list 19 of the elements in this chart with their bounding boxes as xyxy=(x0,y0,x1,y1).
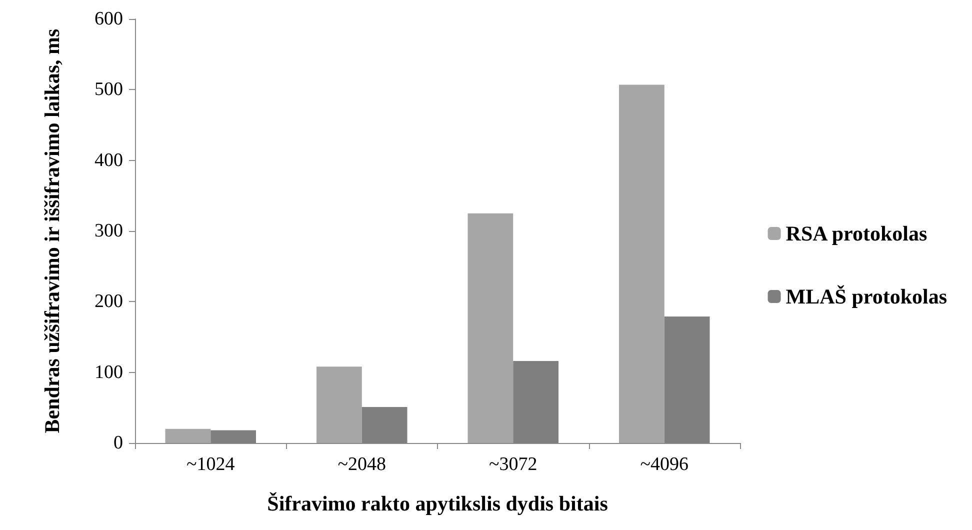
x-tick-label: ~3072 xyxy=(488,454,538,475)
bar xyxy=(468,213,514,443)
y-tick-label: 600 xyxy=(94,8,123,30)
y-tick-label: 0 xyxy=(114,432,123,454)
x-tick-label: ~2048 xyxy=(338,454,386,475)
y-tick-label: 400 xyxy=(94,150,123,171)
bar xyxy=(316,366,362,443)
bar xyxy=(619,84,664,443)
x-tick-label: ~1024 xyxy=(186,454,236,475)
legend-label: RSA protokolas xyxy=(786,222,928,246)
legend-label: MLAŠ protokolas xyxy=(786,284,948,308)
x-axis-title: Šifravimo rakto apytikslis dydis bitais xyxy=(267,492,608,516)
y-tick-label: 100 xyxy=(94,362,123,383)
y-axis-title: Bendras užšifravimo ir iššifravimo laikas, ms xyxy=(40,28,64,434)
x-tick-label: ~4096 xyxy=(640,454,689,475)
y-tick-label: 300 xyxy=(94,220,123,242)
y-tick-label: 500 xyxy=(94,79,123,100)
bar xyxy=(165,428,211,443)
y-tick-label: 200 xyxy=(94,291,123,312)
